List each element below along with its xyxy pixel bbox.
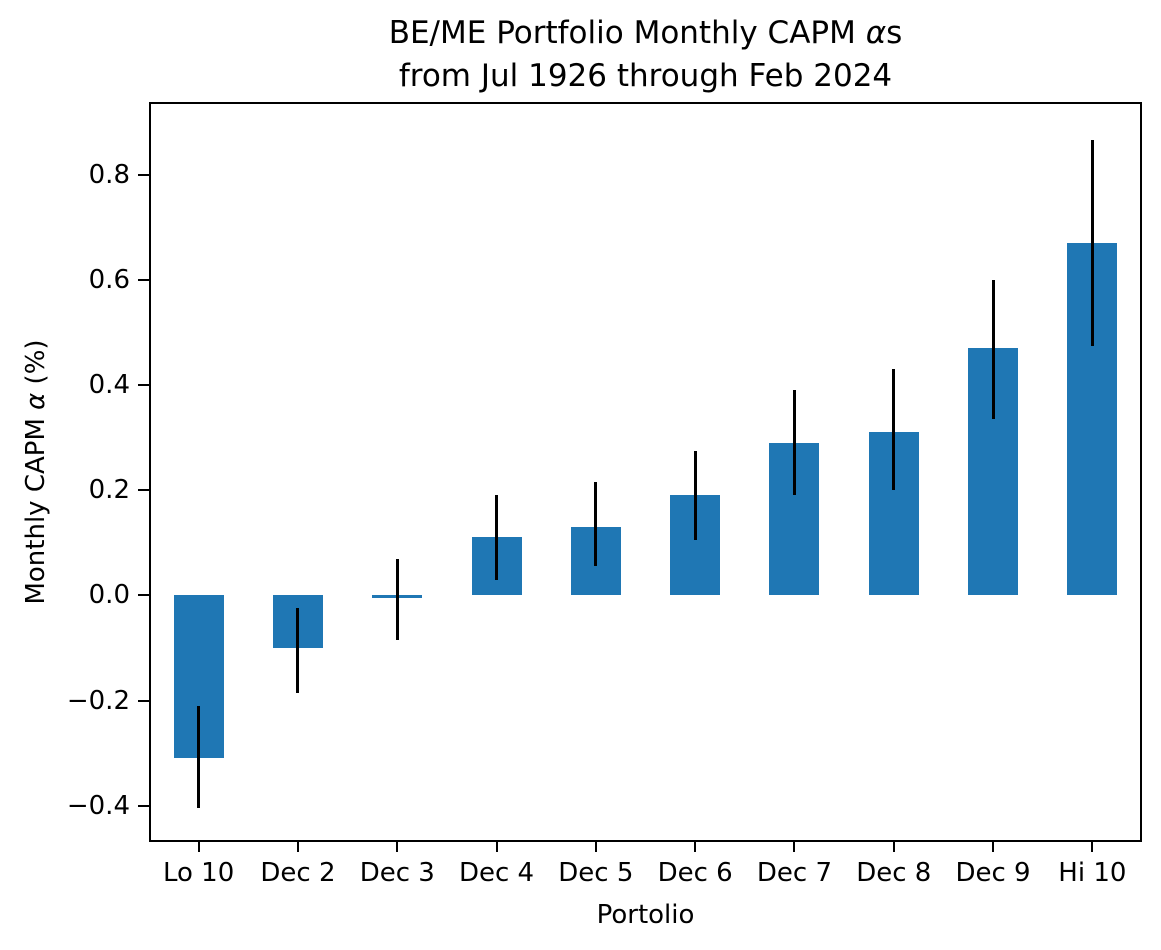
y-tick-mark — [138, 173, 149, 176]
error-bar-dec-4 — [495, 495, 499, 580]
error-bar-dec-3 — [395, 558, 399, 641]
x-tick-label: Lo 10 — [162, 858, 235, 888]
x-tick-mark — [296, 842, 299, 852]
x-tick-mark — [1091, 842, 1094, 852]
y-tick-mark — [138, 278, 149, 281]
plot-area — [149, 102, 1142, 842]
chart-title-line2: from Jul 1926 through Feb 2024 — [398, 58, 893, 94]
y-tick-label: 0.6 — [88, 264, 130, 295]
y-tick-mark — [138, 383, 149, 386]
x-tick-label: Dec 2 — [260, 858, 336, 888]
x-tick-mark — [396, 842, 399, 852]
chart-title-suffix: s — [886, 15, 903, 51]
chart-title-line1: BE/ME Portfolio Monthly CAPM αs — [149, 12, 1142, 55]
x-tick-label: Dec 4 — [458, 858, 535, 888]
x-tick-mark — [594, 842, 597, 852]
x-tick-label: Hi 10 — [1058, 858, 1127, 888]
y-tick-label: −0.2 — [66, 685, 130, 716]
y-tick-mark — [138, 804, 149, 807]
y-tick-label: 0.0 — [88, 580, 130, 611]
x-tick-label: Dec 8 — [856, 858, 932, 888]
x-tick-mark — [495, 842, 498, 852]
x-tick-label: Dec 3 — [359, 858, 435, 888]
x-tick-mark — [694, 842, 697, 852]
y-tick-label: 0.4 — [88, 369, 130, 400]
y-tick-label: 0.2 — [88, 475, 130, 506]
alpha-symbol: α — [865, 15, 887, 51]
x-tick-mark — [992, 842, 995, 852]
error-bar-dec-9 — [991, 279, 995, 420]
y-tick-label: −0.4 — [66, 790, 130, 821]
error-bar-dec-5 — [594, 482, 598, 567]
x-tick-mark — [793, 842, 796, 852]
x-tick-label: Dec 7 — [756, 858, 832, 888]
x-tick-label: Dec 6 — [657, 858, 733, 888]
y-tick-mark — [138, 594, 149, 597]
x-tick-mark — [197, 842, 200, 852]
error-bar-dec-6 — [693, 450, 697, 541]
x-axis-label: Portolio — [596, 900, 695, 930]
chart-title: BE/ME Portfolio Monthly CAPM αs from Jul… — [149, 12, 1142, 98]
chart-title-text: BE/ME Portfolio Monthly CAPM — [388, 15, 866, 51]
error-bar-dec-8 — [892, 369, 896, 491]
x-tick-mark — [892, 842, 895, 852]
error-bar-hi-10 — [1090, 140, 1094, 346]
error-bar-dec-7 — [792, 390, 796, 496]
error-bar-lo-10 — [197, 705, 201, 809]
x-tick-label: Dec 5 — [558, 858, 634, 888]
y-tick-mark — [138, 489, 149, 492]
y-tick-mark — [138, 699, 149, 702]
y-tick-label: 0.8 — [88, 159, 130, 190]
y-axis-label-text: Monthly CAPM — [21, 409, 51, 605]
error-bar-dec-2 — [296, 608, 300, 693]
x-tick-label: Dec 9 — [955, 858, 1031, 888]
